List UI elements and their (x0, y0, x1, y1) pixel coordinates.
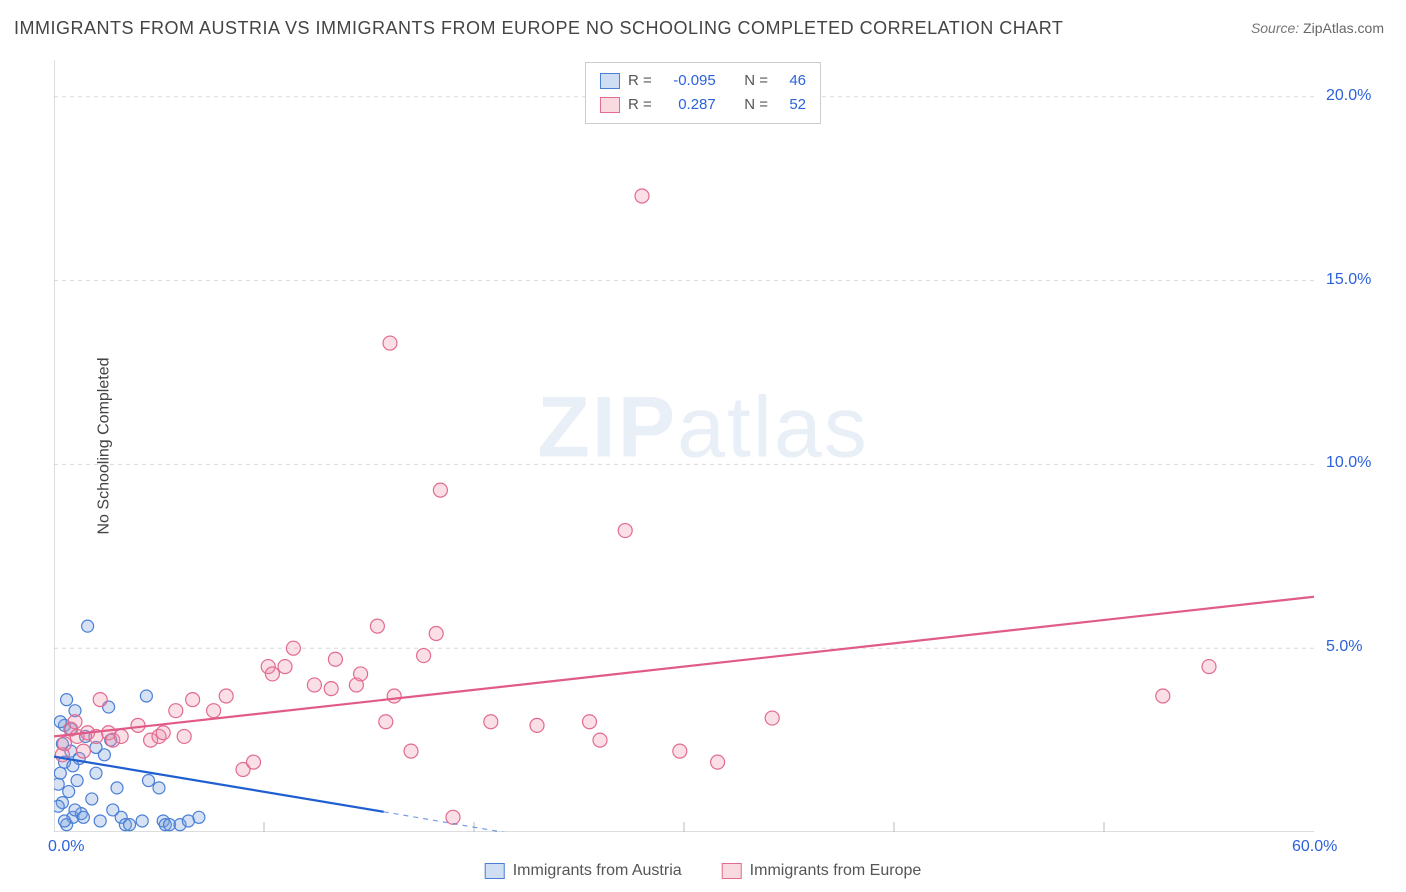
legend-r-value: -0.095 (660, 69, 716, 93)
scatter-chart (54, 60, 1314, 832)
chart-source: Source: ZipAtlas.com (1251, 20, 1384, 36)
chart-title: IMMIGRANTS FROM AUSTRIA VS IMMIGRANTS FR… (14, 18, 1063, 39)
legend-n-label: N = (744, 93, 768, 117)
legend-swatch-icon (485, 863, 505, 879)
source-value: ZipAtlas.com (1303, 20, 1384, 36)
series-legend-label: Immigrants from Europe (750, 862, 922, 880)
x-tick-label: 0.0% (48, 838, 84, 856)
legend-r-label: R = (628, 69, 652, 93)
legend-r-value: 0.287 (660, 93, 716, 117)
series-legend-item: Immigrants from Europe (722, 862, 922, 880)
series-legend: Immigrants from Austria Immigrants from E… (485, 862, 922, 880)
legend-n-value: 46 (776, 69, 806, 93)
chart-area (54, 60, 1314, 832)
series-legend-label: Immigrants from Austria (513, 862, 682, 880)
legend-row: R = 0.287 N = 52 (600, 93, 806, 117)
y-tick-label: 5.0% (1326, 638, 1362, 656)
legend-swatch-icon (722, 863, 742, 879)
legend-n-label: N = (744, 69, 768, 93)
y-tick-label: 15.0% (1326, 271, 1371, 289)
correlation-legend: R = -0.095 N = 46 R = 0.287 N = 52 (585, 62, 821, 124)
legend-swatch-icon (600, 73, 620, 89)
source-label: Source: (1251, 20, 1299, 36)
legend-row: R = -0.095 N = 46 (600, 69, 806, 93)
series-legend-item: Immigrants from Austria (485, 862, 682, 880)
legend-n-value: 52 (776, 93, 806, 117)
legend-r-label: R = (628, 93, 652, 117)
x-tick-label: 60.0% (1292, 838, 1337, 856)
y-tick-label: 20.0% (1326, 87, 1371, 105)
y-tick-label: 10.0% (1326, 454, 1371, 472)
legend-swatch-icon (600, 97, 620, 113)
